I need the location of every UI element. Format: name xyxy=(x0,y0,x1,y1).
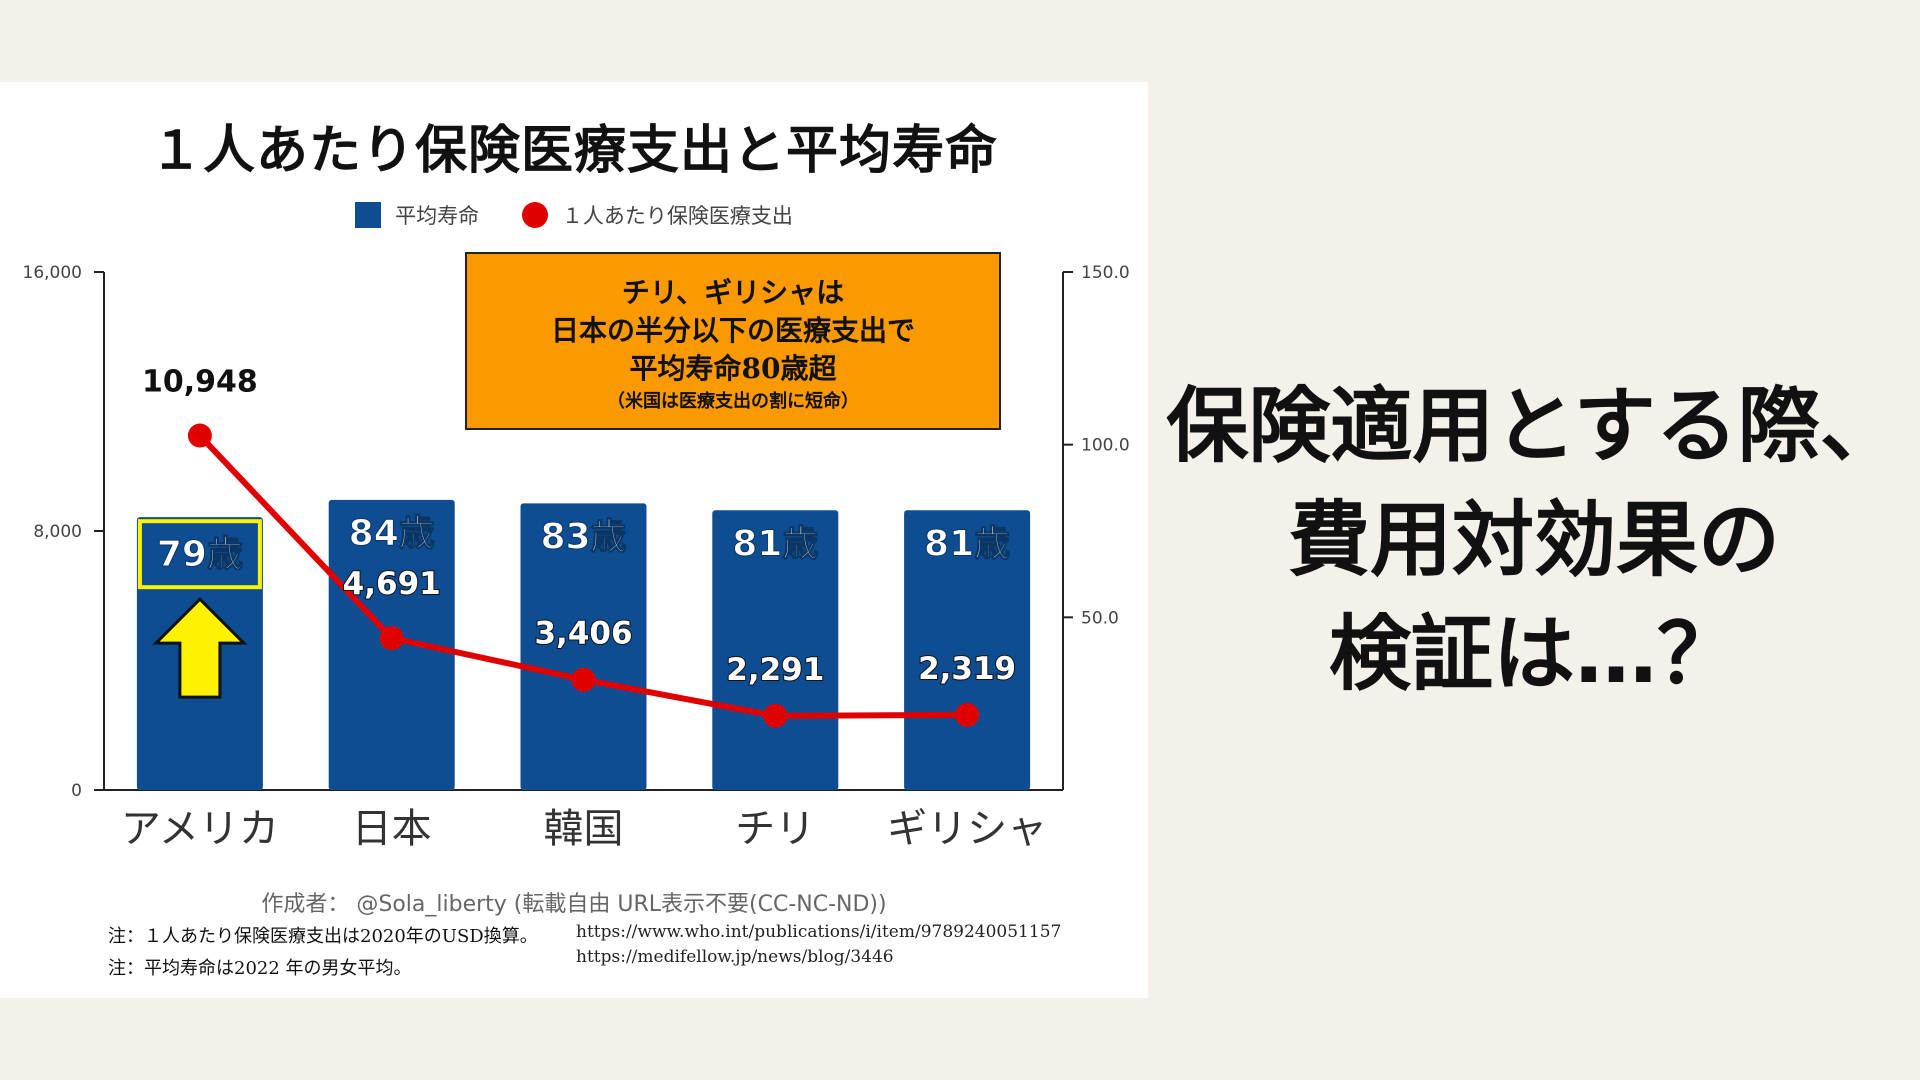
side-line-1: 保険適用とする際、 xyxy=(1166,379,1902,474)
up-arrow-icon xyxy=(152,597,248,699)
spending-point-1 xyxy=(379,626,404,651)
legend-dot-icon xyxy=(521,202,548,228)
right-tick-label: 50.0 xyxy=(1081,608,1119,628)
note-2: 注：平均寿命は2022 年の男女平均。 xyxy=(108,958,412,979)
legend-square-icon xyxy=(355,202,382,228)
bar-2 xyxy=(520,503,647,790)
spending-value-label: 2,291 xyxy=(726,652,824,688)
side-line-2: 費用対効果の xyxy=(1287,493,1780,588)
chart-title: １人あたり保険医療支出と平均寿命 xyxy=(149,121,998,181)
bar-value-label: 83歳 xyxy=(540,516,626,557)
left-tick-label: 8,000 xyxy=(33,522,82,542)
chart-panel: １人あたり保険医療支出と平均寿命 平均寿命 １人あたり保険医療支出 0 8,000… xyxy=(0,82,1148,998)
spending-point-0 xyxy=(187,423,212,448)
bar-value-label: 79歳 xyxy=(157,534,243,575)
left-tick-label: 0 xyxy=(71,781,82,801)
legend-label-health-spending: １人あたり保険医療支出 xyxy=(561,204,793,228)
category-label: 日本 xyxy=(352,806,432,852)
spending-point-4 xyxy=(955,702,980,727)
chart-plot: 0 8,000 16,000 50.0 100.0 150.0 79歳 84歳 83歳 81歳 81… xyxy=(23,263,1130,852)
callout-line-1: チリ、ギリシャは xyxy=(621,276,845,309)
legend-item-life-expectancy: 平均寿命 xyxy=(355,200,479,230)
legend-item-health-spending: １人あたり保険医療支出 xyxy=(521,200,793,230)
category-label: チリ xyxy=(735,806,815,852)
side-line-3: 検証は…？ xyxy=(1328,607,1739,702)
highlight-frame xyxy=(137,519,262,590)
bar-value-label: 81歳 xyxy=(732,523,818,564)
spending-value-label: 3,406 xyxy=(534,616,632,652)
credit-line: 作成者： @Sola_liberty (転載自由 URL表示不要(CC-NC-N… xyxy=(261,892,887,917)
left-tick-label: 16,000 xyxy=(23,263,82,283)
spending-value-label: 10,948 xyxy=(142,365,258,400)
source-url-2: https://medifellow.jp/news/blog/3446 xyxy=(576,947,894,967)
spending-value-label: 4,691 xyxy=(343,566,441,602)
callout-line-4: （米国は医療支出の割に短命） xyxy=(607,391,859,412)
bar-3 xyxy=(712,510,839,790)
callout-line-2: 日本の半分以下の医療支出で xyxy=(550,314,915,347)
category-label: アメリカ xyxy=(121,806,279,852)
callout-line-3: 平均寿命80歳超 xyxy=(629,352,837,385)
spending-point-2 xyxy=(571,667,596,692)
spending-point-3 xyxy=(763,703,788,728)
category-label: ギリシャ xyxy=(887,806,1047,852)
note-1: 注：１人あたり保険医療支出は2020年のUSD換算。 xyxy=(108,926,538,947)
category-label: 韓国 xyxy=(544,806,624,852)
right-tick-label: 100.0 xyxy=(1081,436,1130,456)
bar-value-label: 81歳 xyxy=(924,523,1010,564)
legend-label-life-expectancy: 平均寿命 xyxy=(395,204,480,228)
bar-value-label: 84歳 xyxy=(349,513,435,554)
spending-value-label: 2,319 xyxy=(918,651,1016,687)
side-message: 保険適用とする際、 費用対効果の 検証は…？ xyxy=(1148,370,1920,712)
source-url-1: https://www.who.int/publications/i/item/… xyxy=(576,922,1062,942)
callout-box: チリ、ギリシャは 日本の半分以下の医療支出で 平均寿命80歳超 （米国は医療支出… xyxy=(465,252,1001,430)
right-tick-label: 150.0 xyxy=(1081,263,1130,283)
source-urls: https://www.who.int/publications/i/item/… xyxy=(576,920,1061,970)
chart-legend: 平均寿命 １人あたり保険医療支出 xyxy=(0,200,1148,233)
bar-4 xyxy=(904,510,1031,790)
